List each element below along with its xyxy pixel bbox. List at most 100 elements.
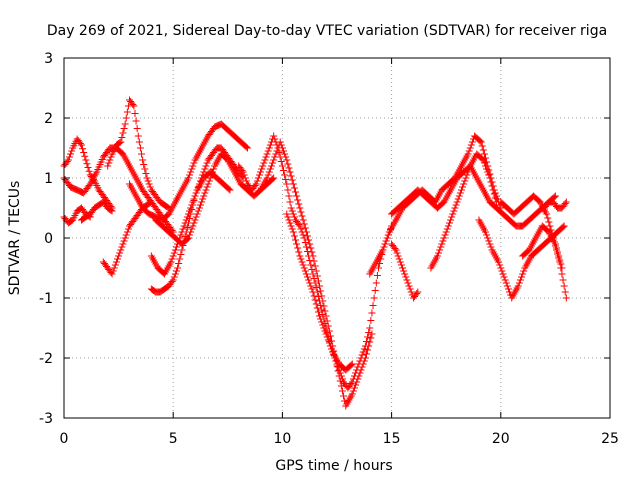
data-point xyxy=(435,249,443,257)
data-point xyxy=(190,219,198,227)
x-tick-label: 5 xyxy=(169,431,178,447)
data-point xyxy=(361,354,369,362)
data-point xyxy=(266,165,274,173)
data-point xyxy=(369,302,377,309)
data-point xyxy=(414,288,422,296)
data-point xyxy=(495,258,503,266)
data-point xyxy=(170,273,178,281)
data-point xyxy=(364,333,372,341)
data-point xyxy=(290,213,298,221)
data-point xyxy=(298,258,306,266)
data-point xyxy=(489,186,497,194)
data-point xyxy=(123,108,131,116)
data-point xyxy=(289,210,297,218)
data-point xyxy=(309,288,317,296)
data-point xyxy=(290,232,298,240)
data-point xyxy=(382,237,390,245)
data-point xyxy=(266,141,274,149)
data-point xyxy=(241,174,249,182)
data-point xyxy=(491,194,499,202)
data-point xyxy=(82,156,90,164)
data-point xyxy=(174,240,182,248)
data-point xyxy=(321,327,329,335)
data-point xyxy=(305,236,313,244)
data-point xyxy=(270,174,278,182)
data-point xyxy=(465,165,473,173)
data-point xyxy=(131,110,139,117)
data-point xyxy=(497,264,505,272)
data-point xyxy=(337,382,345,390)
series-sat-d xyxy=(77,198,116,224)
data-point xyxy=(482,162,490,170)
data-point xyxy=(314,277,322,285)
data-point xyxy=(334,367,342,375)
data-point xyxy=(194,207,202,215)
data-point xyxy=(64,156,72,164)
data-point xyxy=(316,312,324,320)
data-point xyxy=(172,243,180,251)
data-point xyxy=(184,210,192,218)
data-point xyxy=(177,251,185,258)
data-point xyxy=(270,132,278,140)
data-point xyxy=(298,212,306,220)
data-point xyxy=(119,240,127,248)
data-point xyxy=(263,174,271,182)
data-point xyxy=(269,159,277,167)
data-point xyxy=(401,270,409,278)
data-point xyxy=(178,246,186,254)
data-point xyxy=(282,176,290,183)
data-point xyxy=(544,214,552,222)
data-point xyxy=(560,282,568,290)
y-axis-title: SDTVAR / TECUs xyxy=(7,181,23,296)
data-point xyxy=(360,345,368,353)
data-point xyxy=(257,168,265,176)
data-point xyxy=(476,137,484,145)
data-point xyxy=(293,240,301,248)
data-point xyxy=(251,182,259,189)
data-point xyxy=(200,192,208,200)
data-point xyxy=(134,132,142,140)
data-point xyxy=(255,171,263,179)
series-sat-j xyxy=(147,168,234,278)
data-point xyxy=(383,234,391,242)
data-point xyxy=(543,210,551,218)
data-point xyxy=(391,245,399,252)
y-tick-label: -3 xyxy=(39,411,53,427)
data-point xyxy=(284,160,292,168)
data-point xyxy=(139,156,147,164)
y-tick-label: -1 xyxy=(39,291,53,307)
data-point xyxy=(284,213,292,221)
data-point xyxy=(171,270,179,278)
data-point xyxy=(259,162,267,170)
data-point xyxy=(295,248,303,256)
series-sat-i xyxy=(152,150,278,248)
data-point xyxy=(200,168,208,176)
data-point xyxy=(140,161,148,168)
data-point xyxy=(384,231,392,239)
data-point xyxy=(404,279,412,287)
data-point xyxy=(348,390,356,398)
data-point xyxy=(460,180,468,188)
data-point xyxy=(168,255,176,263)
series-sat-e xyxy=(99,198,177,278)
data-point xyxy=(350,384,358,392)
data-point xyxy=(499,270,507,278)
data-point xyxy=(176,234,184,242)
data-point xyxy=(463,171,471,179)
data-point xyxy=(65,153,73,161)
data-point xyxy=(63,158,71,165)
data-point xyxy=(520,267,528,275)
x-tick-label: 20 xyxy=(492,431,510,447)
data-point xyxy=(169,252,177,260)
data-point xyxy=(170,249,178,257)
data-point xyxy=(307,261,315,269)
y-tick-label: 2 xyxy=(44,111,53,127)
data-point xyxy=(347,380,355,387)
data-point xyxy=(171,246,179,254)
data-point xyxy=(558,270,566,278)
data-point xyxy=(191,192,199,200)
data-point xyxy=(394,252,402,260)
data-point xyxy=(316,282,324,290)
data-point xyxy=(267,162,275,170)
data-point xyxy=(242,177,250,185)
